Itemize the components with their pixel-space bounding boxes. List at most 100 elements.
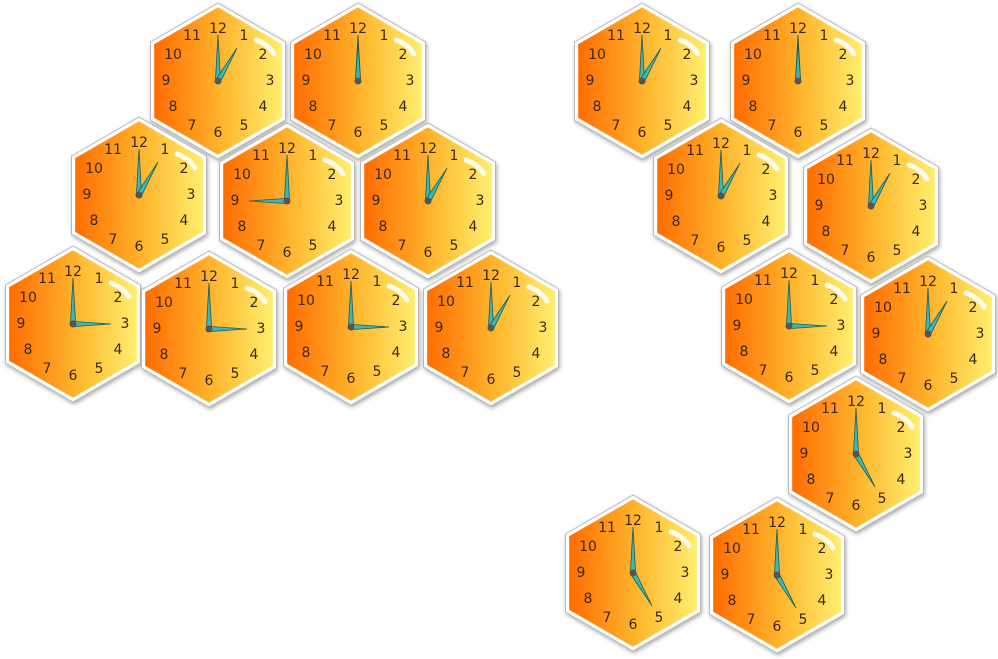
center-hub <box>794 77 802 85</box>
hexagon-tile-outline <box>730 2 866 160</box>
dial-number-7: 7 <box>188 118 197 134</box>
shine-highlight <box>463 157 487 177</box>
dial-number-7: 7 <box>898 371 907 387</box>
dial-number-4: 4 <box>250 347 259 363</box>
dial-number-8: 8 <box>593 99 602 115</box>
dial-number-4: 4 <box>839 99 848 115</box>
dial-number-7: 7 <box>841 243 850 259</box>
dial-number-4: 4 <box>897 472 906 488</box>
dial-number-10: 10 <box>233 167 251 183</box>
dial-number-8: 8 <box>90 213 99 229</box>
dial-number-5: 5 <box>95 361 104 377</box>
dial-number-1: 1 <box>161 142 170 158</box>
dial-number-2: 2 <box>399 47 408 63</box>
hexagon-tile-outline <box>360 122 496 280</box>
dial-number-12: 12 <box>200 269 218 285</box>
center-hub <box>638 77 646 85</box>
shine-highlight <box>108 280 132 300</box>
shine-highlight <box>833 37 857 57</box>
dial-number-2: 2 <box>328 167 337 183</box>
dial-number-5: 5 <box>811 363 820 379</box>
center-hub <box>135 191 143 199</box>
dial-number-7: 7 <box>461 365 470 381</box>
dial-number-8: 8 <box>672 214 681 230</box>
dial-number-3: 3 <box>681 565 690 581</box>
dial-number-8: 8 <box>160 347 169 363</box>
dial-number-10: 10 <box>802 420 820 436</box>
dial-number-3: 3 <box>399 319 408 335</box>
dial-number-7: 7 <box>759 363 768 379</box>
dial-number-10: 10 <box>164 47 182 63</box>
center-hub <box>852 450 860 458</box>
dial-number-2: 2 <box>532 294 541 310</box>
dial-number-3: 3 <box>266 73 275 89</box>
dial-number-3: 3 <box>904 446 913 462</box>
dial-number-8: 8 <box>302 345 311 361</box>
dial-number-10: 10 <box>85 161 103 177</box>
shine-highlight <box>963 290 987 310</box>
dial-number-4: 4 <box>399 99 408 115</box>
dial-number-6: 6 <box>69 368 78 384</box>
dial-number-2: 2 <box>683 47 692 63</box>
dial-number-1: 1 <box>373 274 382 290</box>
center-hub <box>69 320 77 328</box>
dial-number-3: 3 <box>837 318 846 334</box>
dial-number-5: 5 <box>231 366 240 382</box>
dial-number-10: 10 <box>744 47 762 63</box>
dial-number-8: 8 <box>379 219 388 235</box>
dial-number-4: 4 <box>674 591 683 607</box>
dial-number-10: 10 <box>437 294 455 310</box>
dial-number-1: 1 <box>95 271 104 287</box>
dial-number-12: 12 <box>768 515 786 531</box>
hexagon-tile-outline <box>283 248 419 406</box>
dial-number-2: 2 <box>818 541 827 557</box>
dial-number-9: 9 <box>721 567 730 583</box>
dial-number-5: 5 <box>893 243 902 259</box>
hexagon-tile-outline <box>423 249 559 407</box>
dial-number-10: 10 <box>304 47 322 63</box>
dial-number-7: 7 <box>328 118 337 134</box>
shine-highlight <box>386 283 410 303</box>
dial-number-12: 12 <box>64 264 82 280</box>
dial-number-12: 12 <box>209 21 227 37</box>
hexagon-tile-outline <box>290 2 426 160</box>
dial-number-12: 12 <box>847 394 865 410</box>
dial-number-3: 3 <box>846 73 855 89</box>
dial-number-1: 1 <box>240 28 249 44</box>
dial-number-6: 6 <box>852 498 861 514</box>
dial-number-10: 10 <box>579 539 597 555</box>
dial-number-5: 5 <box>664 118 673 134</box>
dial-number-7: 7 <box>826 491 835 507</box>
center-hub <box>487 324 495 332</box>
dial-number-1: 1 <box>655 520 664 536</box>
dial-number-1: 1 <box>664 28 673 44</box>
dial-number-5: 5 <box>513 365 522 381</box>
dial-number-2: 2 <box>912 172 921 188</box>
dial-number-9: 9 <box>815 198 824 214</box>
hexagon-tile-outline <box>71 116 207 274</box>
dial-number-2: 2 <box>180 161 189 177</box>
dial-number-7: 7 <box>398 238 407 254</box>
dial-number-3: 3 <box>121 316 130 332</box>
dial-number-7: 7 <box>257 238 266 254</box>
